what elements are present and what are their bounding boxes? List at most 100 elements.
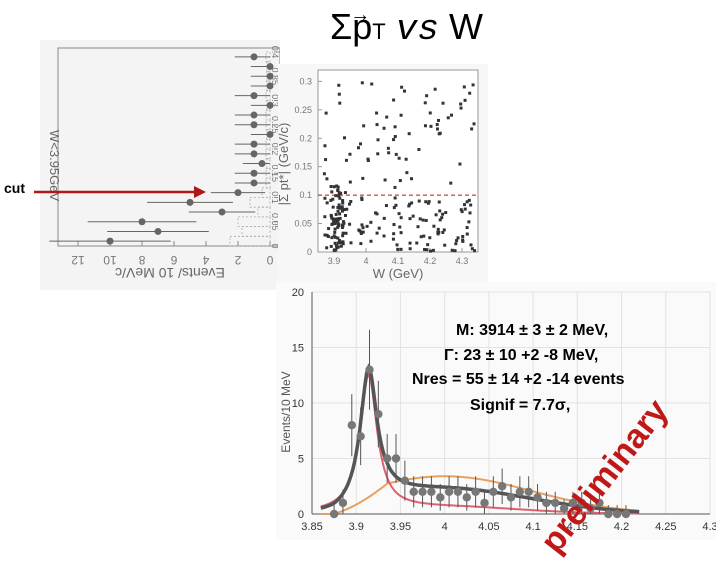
scatter-point — [332, 185, 336, 189]
scatter-point — [393, 125, 397, 129]
scatter-point — [330, 190, 334, 194]
scatter-point — [344, 231, 348, 235]
title-vs: vs — [395, 9, 439, 50]
scatter-point — [344, 158, 348, 162]
scatter-point — [340, 226, 344, 230]
fit-data-point — [391, 454, 401, 463]
scatter-point — [408, 202, 412, 206]
fit-points — [329, 329, 631, 519]
scatter-point — [335, 220, 339, 224]
scatter-point — [399, 247, 403, 251]
scatter-point — [376, 152, 380, 156]
fit-data-point — [374, 409, 383, 419]
scatter-point — [325, 177, 329, 181]
fit-data-point — [612, 509, 622, 519]
scatter-point — [341, 240, 345, 244]
scatter-point — [383, 178, 387, 182]
scatter-point — [336, 205, 340, 209]
fit-data-point — [462, 493, 471, 502]
scatter-point — [336, 236, 340, 240]
scatter-y-tick-label: 0.15 — [294, 162, 312, 172]
fit-x-tick-label: 3.85 — [301, 521, 322, 533]
fit-y-tick-label: 15 — [292, 343, 304, 355]
histogram-pt-tick-label: 0 — [270, 243, 280, 248]
scatter-point — [438, 131, 442, 135]
scatter-point — [423, 124, 427, 128]
scatter-point — [336, 225, 340, 229]
scatter-y-tick-label: 0.3 — [299, 76, 312, 86]
scatter-point — [426, 201, 430, 205]
histogram-point — [266, 82, 274, 90]
scatter-point — [456, 236, 460, 240]
scatter-point — [348, 202, 352, 206]
scatter-point — [323, 144, 327, 148]
scatter-x-tick-label: 3.9 — [328, 256, 341, 266]
cut-arrow-head-icon — [194, 186, 206, 198]
scatter-point — [450, 248, 454, 252]
scatter-point — [337, 191, 341, 195]
histogram-count-tick-label: 12 — [71, 253, 85, 267]
scatter-point — [323, 233, 327, 237]
scatter-point — [465, 200, 469, 204]
scatter-point — [337, 92, 341, 96]
fit-data-point — [347, 421, 356, 430]
scatter-point — [331, 222, 335, 226]
scatter-point — [331, 217, 335, 221]
scatter-point — [400, 85, 404, 89]
scatter-point — [459, 208, 463, 212]
mass-fit-chart: 3.85 3.9 3.95 4 4.05 4.1 4.15 4.2 4.25 4.3 0 5 10 15 2… — [276, 282, 716, 540]
scatter-point — [333, 222, 337, 226]
scatter-point — [454, 242, 458, 246]
scatter-points — [322, 81, 477, 253]
scatter-point — [366, 157, 370, 161]
scatter-point — [369, 239, 373, 243]
scatter-point — [473, 249, 477, 253]
scatter-point — [359, 231, 363, 235]
scatter-point — [385, 115, 389, 119]
scatter-point — [410, 201, 414, 205]
fit-width: Γ: 23 ± 10 +2 -8 MeV, — [444, 347, 599, 364]
histogram-count-tick-label: 10 — [103, 253, 117, 267]
fit-y-tick-label: 10 — [292, 398, 304, 410]
scatter-point — [342, 136, 346, 140]
scatter-point — [374, 211, 378, 215]
scatter-point — [393, 196, 397, 200]
histogram-point — [250, 53, 258, 61]
scatter-y-tick-label: 0.05 — [294, 219, 312, 229]
scatter-point — [441, 101, 445, 105]
scatter-point — [326, 235, 330, 239]
fit-y-tick-label: 20 — [292, 287, 304, 299]
scatter-point — [325, 246, 329, 250]
fit-data-point — [365, 365, 374, 374]
scatter-point — [433, 87, 437, 91]
scatter-point — [340, 205, 344, 209]
fit-data-point — [595, 498, 604, 508]
scatter-point — [453, 249, 457, 253]
scatter-y-tick-label: 0.2 — [299, 133, 312, 143]
background-curve — [320, 475, 640, 515]
scatter-point — [338, 240, 342, 244]
scatter-point — [334, 244, 338, 248]
scatter-point — [358, 229, 362, 233]
scatter-point — [408, 241, 412, 245]
scatter-point — [442, 228, 446, 232]
scatter-y-tick-label: 0.25 — [294, 105, 312, 115]
scatter-point — [365, 224, 369, 228]
scatter-point — [345, 207, 349, 211]
scatter-point — [359, 242, 363, 246]
scatter-point — [422, 234, 426, 238]
fit-data-point — [338, 498, 348, 508]
fit-significance: Signif = 7.7σ, — [470, 397, 571, 414]
scatter-point — [468, 211, 472, 215]
scatter-point — [382, 126, 386, 130]
scatter-point — [399, 113, 403, 117]
scatter-point — [467, 198, 471, 202]
histogram-point — [250, 150, 258, 158]
scatter-point — [375, 231, 379, 235]
scatter-point — [338, 101, 342, 105]
scatter-point — [399, 231, 403, 235]
fit-x-tick-label: 4.2 — [614, 521, 629, 533]
scatter-point — [332, 219, 336, 223]
scatter-point — [416, 225, 420, 229]
scatter-point — [386, 146, 390, 150]
